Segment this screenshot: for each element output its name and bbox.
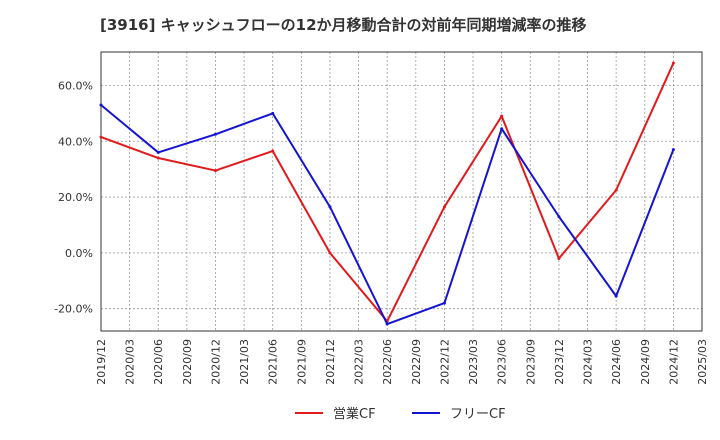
x-tick-label: 2020/06: [152, 339, 165, 385]
legend-label-1: フリーCF: [450, 407, 506, 422]
data-point: [671, 148, 675, 152]
x-tick-label: 2021/09: [295, 339, 308, 385]
data-point: [614, 294, 618, 298]
data-point: [156, 150, 160, 154]
data-point: [442, 301, 446, 305]
x-tick-label: 2020/09: [181, 339, 194, 385]
x-tick-label: 2024/03: [582, 339, 595, 385]
plot-area: -20.0% 0.0% 20.0% 40.0% 60.0% 2019/12 2020/03 2…: [54, 51, 709, 385]
legend-label-0: 営業CF: [333, 406, 376, 422]
data-point: [99, 135, 103, 139]
x-tick-label: 2019/12: [95, 339, 108, 385]
x-tick-label: 2022/06: [381, 339, 394, 385]
x-tick-label: 2022/03: [353, 339, 366, 385]
x-tick-label: 2023/12: [553, 339, 566, 385]
data-point: [442, 205, 446, 209]
y-tick-label: 20.0%: [58, 191, 93, 204]
data-point: [328, 205, 332, 209]
data-point: [500, 114, 504, 118]
data-point: [213, 132, 217, 136]
data-point: [385, 322, 389, 326]
x-tick-label: 2022/09: [410, 339, 423, 385]
data-point: [271, 111, 275, 115]
legend: 営業CF フリーCF: [295, 406, 506, 422]
data-point: [500, 127, 504, 131]
data-point: [671, 61, 675, 65]
data-point: [271, 149, 275, 153]
x-tick-label: 2020/03: [124, 339, 137, 385]
y-tick-label: 60.0%: [58, 79, 93, 92]
x-tick-label: 2021/06: [267, 339, 280, 385]
data-point: [557, 215, 561, 219]
data-point: [614, 188, 618, 192]
x-tick-label: 2023/06: [496, 339, 509, 385]
plot-background: [101, 52, 702, 331]
x-tick-label: 2021/12: [324, 339, 337, 385]
x-tick-label: 2024/06: [610, 339, 623, 385]
x-tick-label: 2020/12: [209, 339, 222, 385]
x-tick-label: 2022/12: [438, 339, 451, 385]
chart-title: [3916] キャッシュフローの12か月移動合計の対前年同期増減率の推移: [100, 16, 587, 34]
y-tick-label: 0.0%: [65, 247, 93, 260]
y-tick-label: -20.0%: [54, 303, 93, 316]
x-tick-label: 2023/03: [467, 339, 480, 385]
x-tick-label: 2021/03: [238, 339, 251, 385]
y-tick-label: 40.0%: [58, 135, 93, 148]
data-point: [213, 169, 217, 173]
x-tick-label: 2025/03: [696, 339, 709, 385]
x-tick-label: 2024/09: [639, 339, 652, 385]
x-tick-label: 2023/09: [524, 339, 537, 385]
data-point: [99, 103, 103, 107]
data-point: [156, 156, 160, 160]
data-point: [328, 251, 332, 255]
plot-frame: [100, 51, 703, 332]
x-tick-label: 2024/12: [667, 339, 680, 385]
data-point: [557, 256, 561, 260]
